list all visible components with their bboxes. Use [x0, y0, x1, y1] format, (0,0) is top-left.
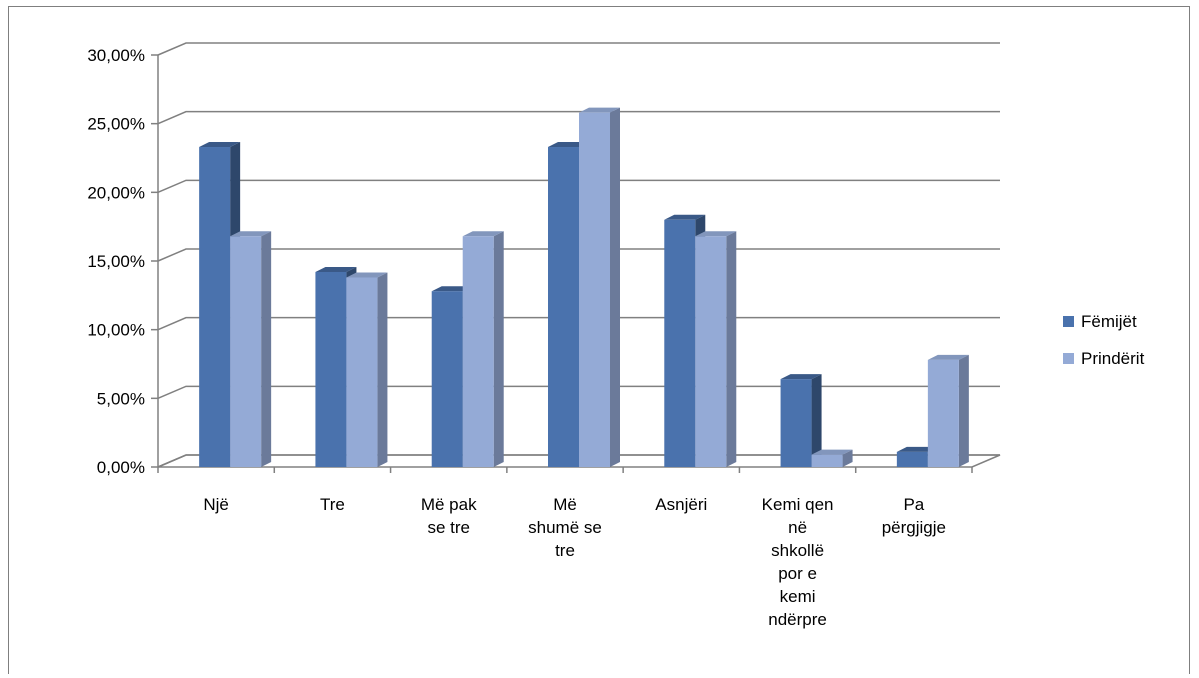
bar-top-face — [315, 266, 357, 272]
bar-top-face — [230, 231, 272, 237]
x-category-label: Më pak — [421, 495, 477, 514]
x-category-label: shumë se — [528, 518, 602, 537]
bar-front-face — [346, 277, 378, 467]
bar-side-face — [726, 231, 737, 467]
bar — [927, 354, 969, 467]
legend-swatch — [1063, 353, 1074, 364]
bar-front-face — [230, 236, 262, 467]
bar-top-face — [896, 446, 938, 452]
bar-front-face — [695, 236, 727, 467]
gridline — [157, 110, 1000, 125]
x-category-label: Kemi qen — [762, 495, 834, 514]
bar — [230, 231, 272, 467]
bar — [346, 272, 388, 467]
bar-front-face — [462, 236, 494, 467]
x-category-label: Më — [553, 495, 577, 514]
x-category-label: Asnjëri — [655, 495, 707, 514]
bar — [811, 449, 853, 467]
y-tick-label: 5,00% — [97, 389, 145, 408]
legend: Fëmijët Prindërit — [1063, 312, 1145, 368]
bar-front-face — [811, 454, 843, 467]
bar-top-face — [664, 214, 706, 220]
x-category-label: shkollë — [771, 541, 824, 560]
bars — [199, 107, 969, 468]
bar-side-face — [610, 107, 620, 468]
y-tick-label: 25,00% — [87, 115, 145, 134]
x-category-label: ndërpre — [768, 610, 827, 629]
bar-front-face — [927, 359, 959, 467]
bar-front-face — [199, 147, 231, 467]
bar-side-face — [811, 374, 822, 467]
legend-label: Fëmijët — [1081, 312, 1137, 331]
bar-side-face — [958, 354, 969, 467]
bar — [695, 231, 737, 467]
x-category-label: Tre — [320, 495, 345, 514]
bar-front-face — [548, 147, 579, 467]
bar-side-face — [842, 449, 853, 467]
y-axis-ticks: 0,00% 5,00% 10,00% 15,00% 20,00% 25,00% 30,00% — [87, 46, 158, 477]
x-category-label: përgjigje — [882, 518, 946, 537]
legend-label: Prindërit — [1081, 349, 1145, 368]
bar-side-face — [261, 231, 272, 467]
legend-item: Prindërit — [1063, 349, 1145, 368]
bar-top-face — [811, 449, 853, 455]
bar-front-face — [780, 379, 812, 467]
bar-side-face — [377, 272, 388, 467]
bar-front-face — [315, 271, 347, 467]
y-tick-label: 20,00% — [87, 183, 145, 202]
bar-front-face — [431, 291, 463, 467]
x-category-label: tre — [555, 541, 575, 560]
x-category-label: Një — [203, 495, 229, 514]
bar-top-face — [695, 231, 737, 237]
x-category-label: se tre — [427, 518, 470, 537]
x-category-label: por e — [778, 564, 817, 583]
bar — [780, 374, 822, 467]
bar-top-face — [780, 374, 822, 380]
bar-top-face — [199, 142, 241, 148]
bar-top-face — [462, 231, 504, 237]
y-tick-label: 0,00% — [97, 458, 145, 477]
bar — [579, 107, 620, 468]
legend-swatch — [1063, 316, 1074, 327]
bar-top-face — [346, 272, 388, 278]
x-category-label: Pa — [903, 495, 924, 514]
bar-front-face — [896, 451, 928, 467]
y-tick-label: 15,00% — [87, 252, 145, 271]
bar-top-face — [548, 142, 589, 148]
bar-top-face — [927, 354, 969, 360]
x-category-label: në — [788, 518, 807, 537]
bar — [462, 231, 504, 467]
y-tick-label: 30,00% — [87, 46, 145, 65]
bar-front-face — [579, 112, 610, 468]
bar-side-face — [493, 231, 504, 467]
x-category-label: kemi — [780, 587, 816, 606]
gridline — [157, 42, 1000, 56]
x-axis-labels: Një Tre Më pak se tre Më shumë se tre Asnjëri Ke… — [157, 467, 973, 629]
y-tick-label: 10,00% — [87, 321, 145, 340]
bar-top-face — [431, 286, 473, 292]
bar-top-face — [579, 107, 620, 113]
legend-item: Fëmijët — [1063, 312, 1137, 331]
gridline — [157, 179, 1000, 194]
bar-front-face — [664, 219, 696, 467]
